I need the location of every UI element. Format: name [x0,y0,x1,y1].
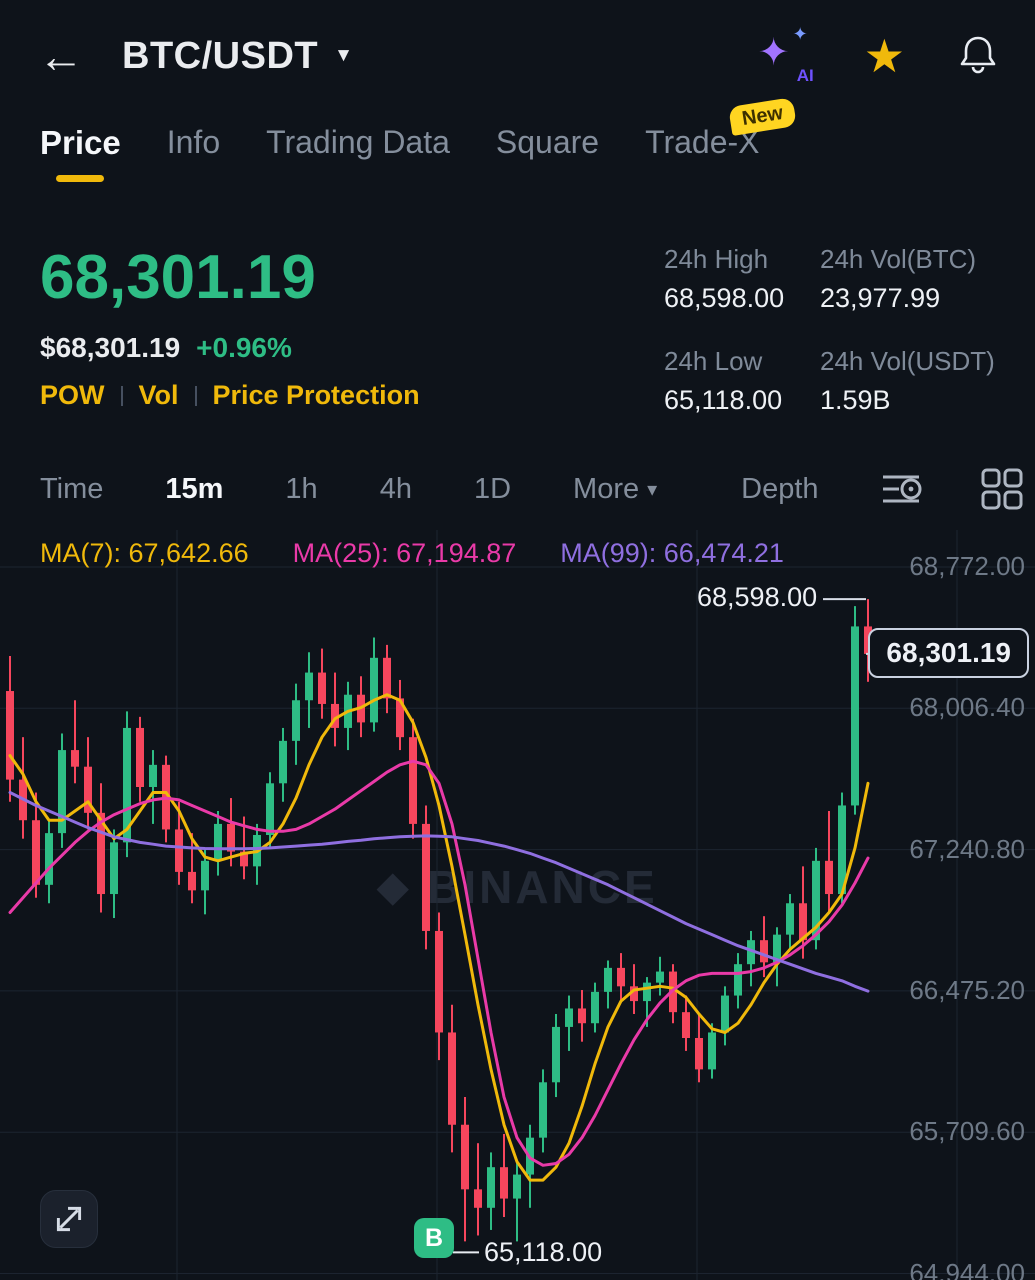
stat-24h-vol-btc: 24h Vol(BTC) 23,977.99 [820,244,977,313]
indicator-settings-icon[interactable] [881,470,925,508]
fiat-price-row: $68,301.19 +0.96% [40,332,292,364]
chevron-down-icon[interactable]: ▼ [334,45,353,66]
buy-marker: B [414,1218,454,1259]
interval-toolbar: Time 15m 1h 4h 1D More ▾ Depth [40,468,1023,510]
tag-pow[interactable]: POW [40,380,105,410]
tabs: Price Info Trading Data Square Trade-X N… [40,97,995,182]
ma-legend: MA(7): 67,642.66 MA(25): 67,194.87 MA(99… [40,538,784,569]
binance-logo-icon: ◆ [377,865,412,909]
fiat-price: $68,301.19 [40,332,181,363]
last-price-tag: 68,301.19 [868,627,1029,678]
tab-price[interactable]: Price [40,124,121,182]
high-annotation: 68,598.00 [697,582,818,613]
y-axis-label: 65,709.60 [909,1116,1025,1147]
favorite-star-icon[interactable]: ★ [863,30,905,82]
tab-square[interactable]: Square [495,124,600,160]
stat-24h-low: 24h Low 65,118.00 [664,346,783,415]
y-axis-label: 68,006.40 [909,692,1025,723]
ma7-legend: MA(7): 67,642.66 [40,538,249,568]
chevron-down-icon: ▾ [647,478,658,501]
chart-area: ◆ BINANCE MA(7): 67,642.66 MA(25): 67,19… [0,530,1035,1280]
ticker-stats: 24h High 68,598.00 24h Vol(BTC) 23,977.9… [664,244,998,416]
active-tab-underline [56,175,105,182]
interval-15m[interactable]: 15m [165,472,224,505]
y-axis-label: 68,772.00 [909,551,1025,581]
token-tags: POW Vol Price Protection [40,380,420,411]
y-axis-label: 66,475.20 [909,974,1025,1005]
pair-title[interactable]: BTC/USDT [122,34,319,77]
ai-assistant-icon[interactable]: ✦ ✦ AI [757,24,814,85]
candlestick-chart[interactable] [0,530,1035,1280]
depth-button[interactable]: Depth [741,472,819,505]
new-badge: New [728,97,798,136]
chart-layout-grid-icon[interactable] [981,468,1023,510]
y-axis-label: 64,944.00 [909,1257,1025,1280]
low-annotation: 65,118.00 [484,1237,603,1268]
ma25-legend: MA(25): 67,194.87 [292,538,517,568]
more-dropdown[interactable]: More ▾ [573,472,658,505]
tag-vol[interactable]: Vol [138,380,179,410]
tag-price-protection[interactable]: Price Protection [212,380,420,410]
header: ← BTC/USDT ▼ ✦ ✦ AI ★ [0,12,1035,100]
stat-24h-vol-usdt: 24h Vol(USDT) 1.59B [820,346,995,415]
y-axis-label: 67,240.80 [909,833,1025,864]
separator [120,385,123,406]
interval-1d[interactable]: 1D [473,472,512,505]
interval-time[interactable]: Time [40,472,104,505]
last-price: 68,301.19 [40,243,316,312]
expand-button[interactable] [40,1190,98,1248]
separator [194,385,197,406]
price-change-percent: +0.96% [196,332,292,363]
tab-info[interactable]: Info [166,124,221,160]
notification-bell-icon[interactable] [959,33,997,80]
interval-1h[interactable]: 1h [285,472,318,505]
ma99-legend: MA(99): 66,474.21 [560,538,784,568]
back-icon[interactable]: ← [38,30,84,82]
tab-trade-x[interactable]: Trade-X New [645,97,798,182]
tab-trading-data[interactable]: Trading Data [266,124,450,160]
stat-24h-high: 24h High 68,598.00 [664,244,785,313]
interval-4h[interactable]: 4h [379,472,412,505]
